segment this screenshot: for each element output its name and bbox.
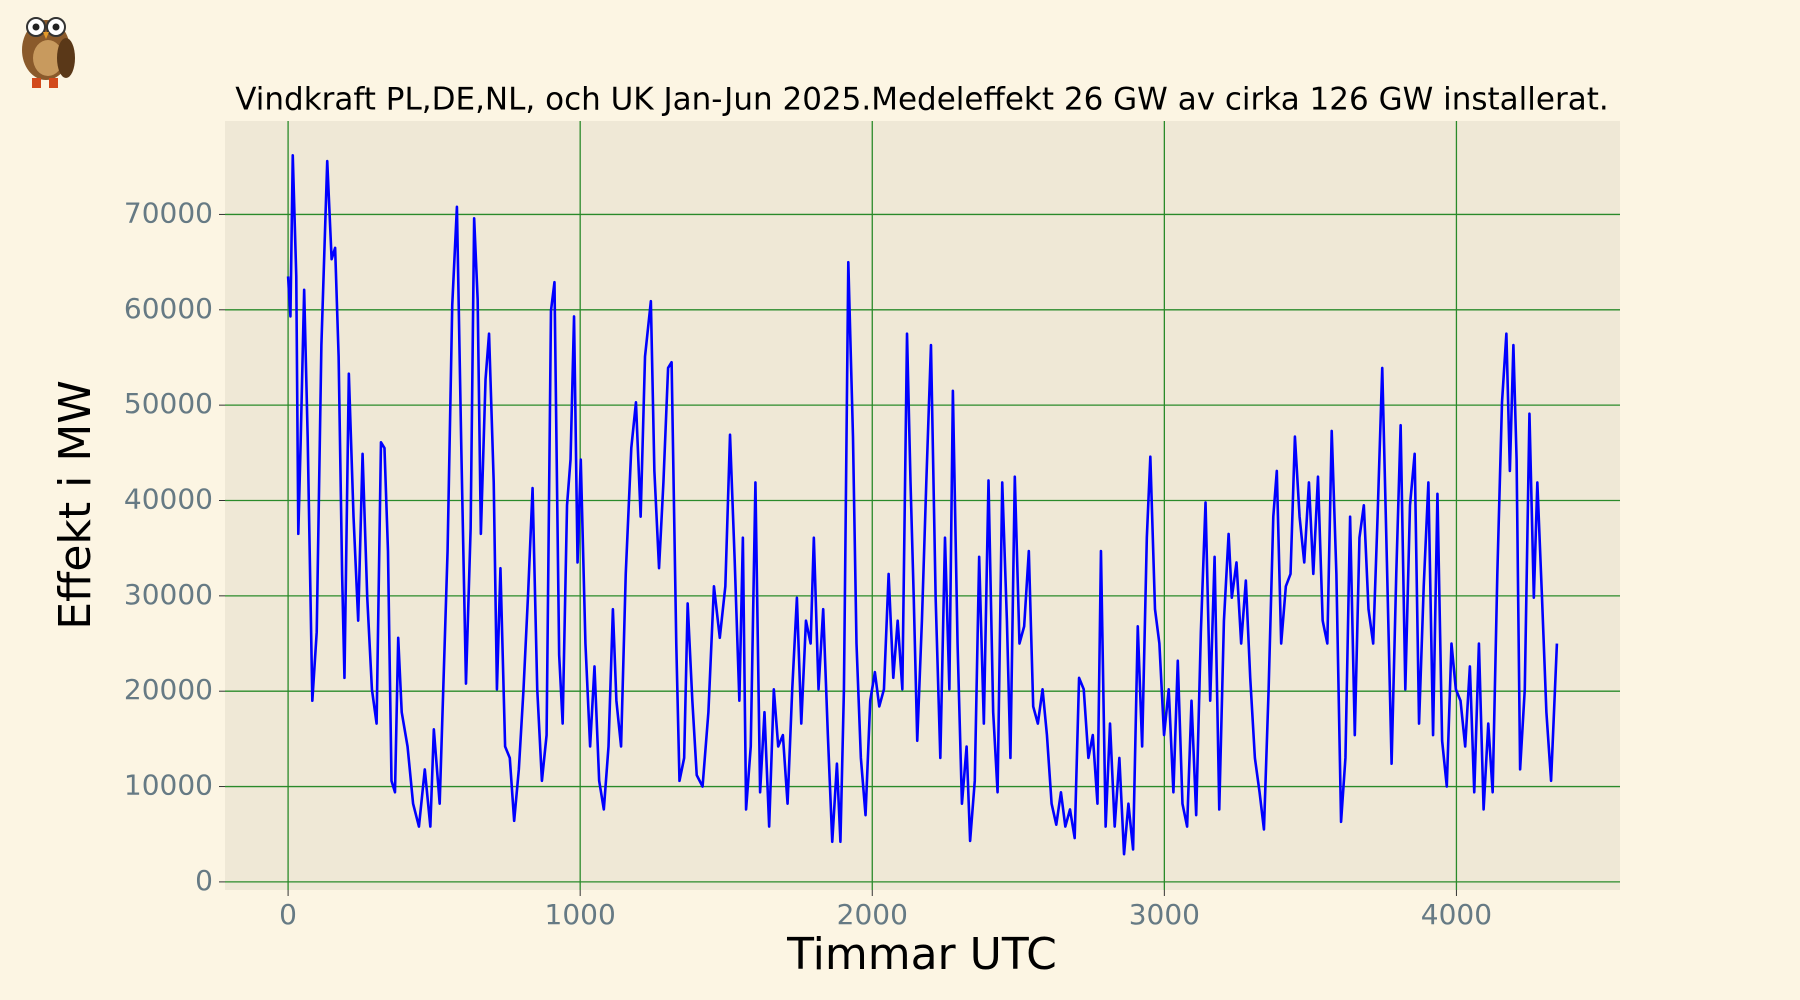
y-tick-label: 20000 [124,673,213,706]
x-tick-label: 2000 [837,898,908,931]
y-tick-label: 60000 [124,292,213,325]
owl-logo [22,17,75,88]
y-tick-label: 50000 [124,387,213,420]
chart-title: Vindkraft PL,DE,NL, och UK Jan-Jun 2025.… [235,82,1608,118]
data-line [286,154,1559,856]
y-axis-label: Effekt i MW [50,380,101,630]
x-axis-label: Timmar UTC [786,929,1057,980]
x-tick-label: 1000 [545,898,616,931]
x-tick-label: 4000 [1421,898,1492,931]
y-tick-label: 70000 [124,196,213,229]
y-tick-label: 0 [195,864,213,897]
x-tick-label: 0 [279,898,297,931]
y-tick-label: 10000 [124,769,213,802]
x-tick-label: 3000 [1129,898,1200,931]
y-tick-label: 30000 [124,578,213,611]
y-tick-label: 40000 [124,482,213,515]
